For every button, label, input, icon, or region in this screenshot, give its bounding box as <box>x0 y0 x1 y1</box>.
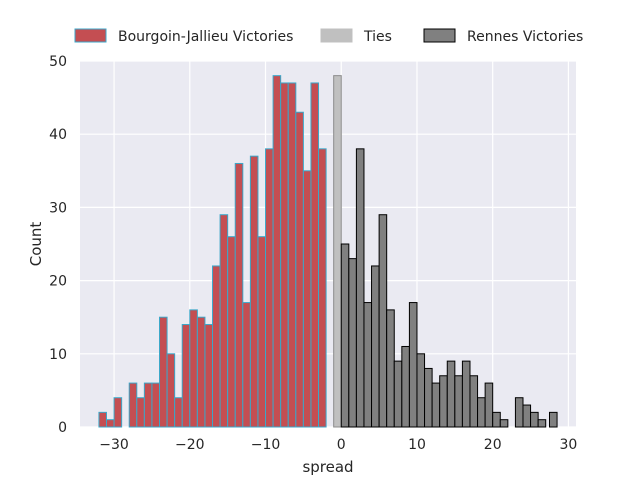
bar <box>530 411 539 428</box>
bar <box>348 258 357 428</box>
bar <box>212 265 221 428</box>
bar <box>499 419 509 428</box>
bar <box>242 302 251 428</box>
x-axis-label: spread <box>302 458 353 476</box>
bar <box>484 382 494 428</box>
bar <box>265 148 274 428</box>
bar <box>143 382 153 428</box>
bar <box>196 316 206 428</box>
x-tick-label: −10 <box>251 437 281 453</box>
bar <box>280 82 289 428</box>
bar <box>424 367 433 428</box>
x-tick-label: −20 <box>175 437 205 453</box>
bar <box>106 419 115 428</box>
bar <box>393 360 403 428</box>
bar <box>446 360 456 428</box>
x-tick-labels: −30 −20 −10 0 10 20 30 <box>99 437 577 453</box>
bar <box>363 302 373 428</box>
bar <box>431 382 441 428</box>
legend-label: Rennes Victories <box>467 29 583 45</box>
bar <box>548 411 558 428</box>
bar <box>113 397 123 428</box>
bar <box>477 397 486 428</box>
legend-swatch <box>320 28 353 43</box>
y-tick-label: 50 <box>49 54 67 70</box>
bar <box>333 75 342 428</box>
bar <box>257 236 267 428</box>
bar <box>204 324 214 428</box>
bar <box>302 170 312 428</box>
bar <box>128 382 138 428</box>
bar <box>469 375 479 428</box>
bar <box>416 353 426 428</box>
bar <box>401 345 410 428</box>
bar <box>371 265 380 428</box>
bar <box>537 419 547 428</box>
bar <box>227 236 236 428</box>
bar <box>159 316 168 428</box>
x-tick-label: 10 <box>408 437 426 453</box>
bar <box>461 360 471 428</box>
x-tick-label: −30 <box>99 437 129 453</box>
bar <box>151 382 161 428</box>
x-tick-label: 0 <box>337 437 346 453</box>
bar <box>514 397 524 428</box>
y-tick-label: 40 <box>49 127 67 143</box>
legend: Bourgoin-Jallieu Victories Ties Rennes Vic… <box>74 28 583 45</box>
bar <box>219 214 229 428</box>
y-tick-label: 0 <box>58 420 67 436</box>
bar <box>439 375 448 428</box>
bar <box>234 162 244 428</box>
bar <box>189 309 198 428</box>
legend-swatch <box>423 28 456 43</box>
histogram-bars <box>98 75 558 428</box>
bar <box>181 324 191 428</box>
bar <box>355 148 365 428</box>
bar <box>378 214 388 428</box>
grid-lines <box>80 60 576 428</box>
legend-label: Ties <box>363 29 392 45</box>
bar <box>318 148 327 428</box>
x-tick-label: 30 <box>560 437 578 453</box>
bar <box>310 82 320 428</box>
bar <box>492 411 501 428</box>
y-axis-label: Count <box>27 222 45 267</box>
bar <box>340 243 350 428</box>
bar <box>522 404 532 428</box>
plot-background <box>80 61 576 427</box>
bar <box>174 397 183 428</box>
bar <box>98 411 108 428</box>
bar <box>295 111 304 428</box>
y-tick-label: 10 <box>49 347 67 363</box>
x-tick-label: 20 <box>484 437 502 453</box>
bar <box>287 82 297 428</box>
y-tick-labels: 0 10 20 30 40 50 <box>49 54 67 436</box>
bar <box>272 75 282 428</box>
y-tick-label: 30 <box>49 200 67 216</box>
bar <box>136 397 145 428</box>
bar <box>166 353 176 428</box>
bar <box>408 302 418 428</box>
legend-swatch <box>74 28 107 43</box>
legend-label: Bourgoin-Jallieu Victories <box>118 29 293 45</box>
bar <box>454 375 463 428</box>
y-tick-label: 20 <box>49 274 67 290</box>
bar <box>386 309 395 428</box>
bar <box>249 155 259 428</box>
